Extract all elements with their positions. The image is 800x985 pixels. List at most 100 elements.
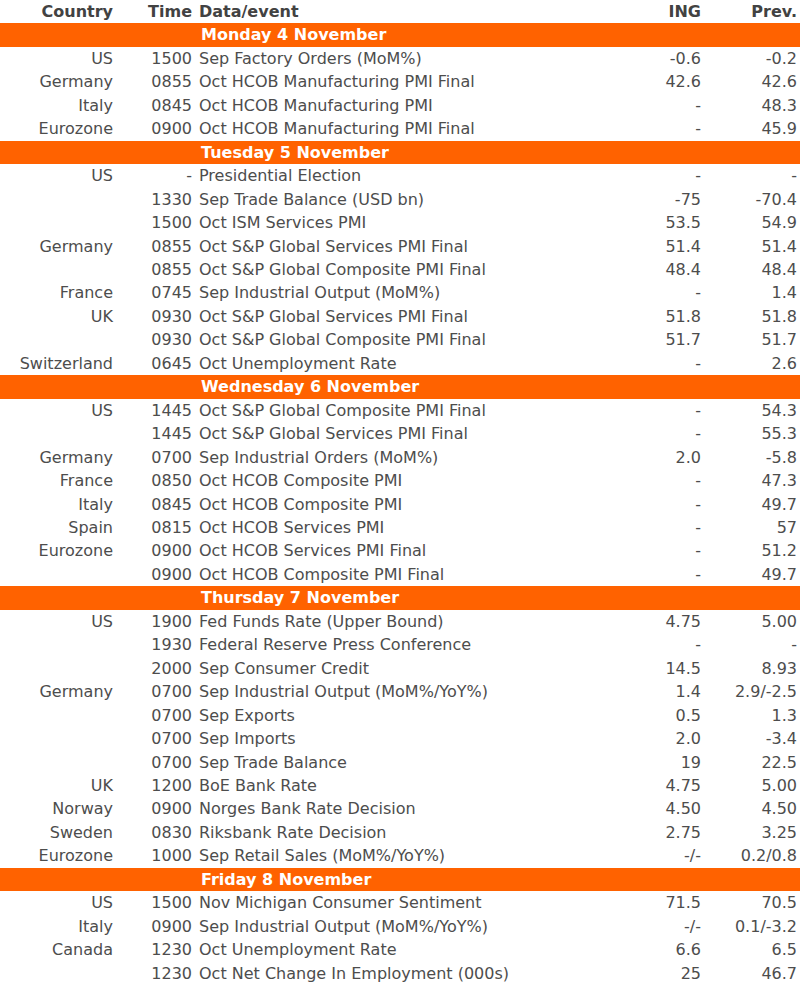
time-cell: 0855 bbox=[113, 258, 192, 281]
time-cell: 1230 bbox=[113, 962, 192, 985]
event-row: Canada1230Oct Unemployment Rate6.66.5 bbox=[0, 938, 800, 961]
time-cell: - bbox=[113, 164, 192, 187]
event-row: 0700Sep Exports0.51.3 bbox=[0, 704, 800, 727]
event-cell: Sep Industrial Output (MoM%/YoY%) bbox=[192, 915, 574, 938]
day-banner: Thursday 7 November bbox=[0, 586, 800, 609]
ing-forecast-cell: 51.7 bbox=[574, 328, 701, 351]
country-cell: US bbox=[0, 164, 113, 187]
event-cell: Sep Industrial Output (MoM%) bbox=[192, 281, 574, 304]
country-cell: Italy bbox=[0, 493, 113, 516]
ing-forecast-cell: -0.6 bbox=[574, 47, 701, 70]
day-banner: Monday 4 November bbox=[0, 23, 800, 46]
time-cell: 2000 bbox=[113, 657, 192, 680]
event-cell: Oct Unemployment Rate bbox=[192, 938, 574, 961]
event-row: Italy0845Oct HCOB Composite PMI-49.7 bbox=[0, 493, 800, 516]
event-cell: Oct HCOB Composite PMI bbox=[192, 493, 574, 516]
time-cell: 0850 bbox=[113, 469, 192, 492]
previous-value-cell: 49.7 bbox=[701, 563, 800, 586]
time-cell: 1200 bbox=[113, 774, 192, 797]
country-cell: Eurozone bbox=[0, 844, 113, 867]
ing-forecast-cell: 2.0 bbox=[574, 446, 701, 469]
country-cell: Sweden bbox=[0, 821, 113, 844]
previous-value-cell: 1.3 bbox=[701, 704, 800, 727]
day-banner-title: Friday 8 November bbox=[0, 868, 800, 891]
ing-forecast-cell: 53.5 bbox=[574, 211, 701, 234]
event-row: Norway0900Norges Bank Rate Decision4.504… bbox=[0, 797, 800, 820]
ing-forecast-cell: 51.4 bbox=[574, 235, 701, 258]
country-cell: Eurozone bbox=[0, 117, 113, 140]
event-row: Germany0855Oct HCOB Manufacturing PMI Fi… bbox=[0, 70, 800, 93]
country-cell bbox=[0, 727, 113, 750]
ing-forecast-cell: - bbox=[574, 94, 701, 117]
event-cell: Oct HCOB Services PMI Final bbox=[192, 539, 574, 562]
event-row: Switzerland0645Oct Unemployment Rate-2.6 bbox=[0, 352, 800, 375]
time-cell: 0815 bbox=[113, 516, 192, 539]
event-cell: Nov Michigan Consumer Sentiment bbox=[192, 891, 574, 914]
previous-value-cell: - bbox=[701, 633, 800, 656]
ing-forecast-cell: 6.6 bbox=[574, 938, 701, 961]
country-cell: Canada bbox=[0, 938, 113, 961]
country-cell: Italy bbox=[0, 94, 113, 117]
previous-value-cell: 48.3 bbox=[701, 94, 800, 117]
time-cell: 0645 bbox=[113, 352, 192, 375]
event-row: UK0930Oct S&P Global Services PMI Final5… bbox=[0, 305, 800, 328]
country-cell bbox=[0, 563, 113, 586]
event-row: 0930Oct S&P Global Composite PMI Final51… bbox=[0, 328, 800, 351]
country-cell bbox=[0, 422, 113, 445]
day-banner: Friday 8 November bbox=[0, 868, 800, 891]
event-cell: Oct HCOB Composite PMI Final bbox=[192, 563, 574, 586]
time-cell: 0845 bbox=[113, 94, 192, 117]
previous-value-cell: 42.6 bbox=[701, 70, 800, 93]
previous-value-cell: - bbox=[701, 164, 800, 187]
event-row: 1330Sep Trade Balance (USD bn)-75-70.4 bbox=[0, 188, 800, 211]
event-row: 0700Sep Imports2.0-3.4 bbox=[0, 727, 800, 750]
country-cell: Switzerland bbox=[0, 352, 113, 375]
previous-value-cell: 49.7 bbox=[701, 493, 800, 516]
ing-forecast-cell: -75 bbox=[574, 188, 701, 211]
ing-forecast-cell: - bbox=[574, 117, 701, 140]
event-cell: Oct HCOB Composite PMI bbox=[192, 469, 574, 492]
event-cell: Oct ISM Services PMI bbox=[192, 211, 574, 234]
ing-forecast-cell: - bbox=[574, 493, 701, 516]
country-cell: Italy bbox=[0, 915, 113, 938]
previous-value-cell: 0.1/-3.2 bbox=[701, 915, 800, 938]
header-data-event: Data/event bbox=[192, 0, 574, 23]
time-cell: 0855 bbox=[113, 235, 192, 258]
event-cell: Sep Trade Balance bbox=[192, 751, 574, 774]
previous-value-cell: 4.50 bbox=[701, 797, 800, 820]
event-row: Italy0900Sep Industrial Output (MoM%/YoY… bbox=[0, 915, 800, 938]
day-banner: Tuesday 5 November bbox=[0, 141, 800, 164]
ing-forecast-cell: - bbox=[574, 422, 701, 445]
ing-forecast-cell: 0.5 bbox=[574, 704, 701, 727]
economic-calendar-table: Country Time Data/event ING Prev. Monday… bbox=[0, 0, 800, 985]
previous-value-cell: 1.4 bbox=[701, 281, 800, 304]
ing-forecast-cell: 51.8 bbox=[574, 305, 701, 328]
country-cell bbox=[0, 188, 113, 211]
event-row: 0700Sep Trade Balance1922.5 bbox=[0, 751, 800, 774]
event-row: France0745Sep Industrial Output (MoM%)-1… bbox=[0, 281, 800, 304]
event-cell: Oct S&P Global Composite PMI Final bbox=[192, 399, 574, 422]
country-cell: Germany bbox=[0, 680, 113, 703]
event-cell: Sep Retail Sales (MoM%/YoY%) bbox=[192, 844, 574, 867]
time-cell: 0845 bbox=[113, 493, 192, 516]
event-cell: Oct HCOB Services PMI bbox=[192, 516, 574, 539]
time-cell: 0900 bbox=[113, 797, 192, 820]
header-row: Country Time Data/event ING Prev. bbox=[0, 0, 800, 23]
event-row: Italy0845Oct HCOB Manufacturing PMI-48.3 bbox=[0, 94, 800, 117]
event-cell: Oct S&P Global Services PMI Final bbox=[192, 422, 574, 445]
country-cell: Germany bbox=[0, 70, 113, 93]
country-cell: Eurozone bbox=[0, 539, 113, 562]
day-banner-title: Wednesday 6 November bbox=[0, 375, 800, 398]
ing-forecast-cell: 42.6 bbox=[574, 70, 701, 93]
ing-forecast-cell: 2.0 bbox=[574, 727, 701, 750]
event-row: US-Presidential Election-- bbox=[0, 164, 800, 187]
previous-value-cell: 5.00 bbox=[701, 774, 800, 797]
previous-value-cell: 51.4 bbox=[701, 235, 800, 258]
previous-value-cell: -70.4 bbox=[701, 188, 800, 211]
time-cell: 1230 bbox=[113, 938, 192, 961]
event-cell: Sep Industrial Orders (MoM%) bbox=[192, 446, 574, 469]
event-row: US1900Fed Funds Rate (Upper Bound)4.755.… bbox=[0, 610, 800, 633]
header-time: Time bbox=[113, 0, 192, 23]
time-cell: 0900 bbox=[113, 539, 192, 562]
country-cell bbox=[0, 657, 113, 680]
